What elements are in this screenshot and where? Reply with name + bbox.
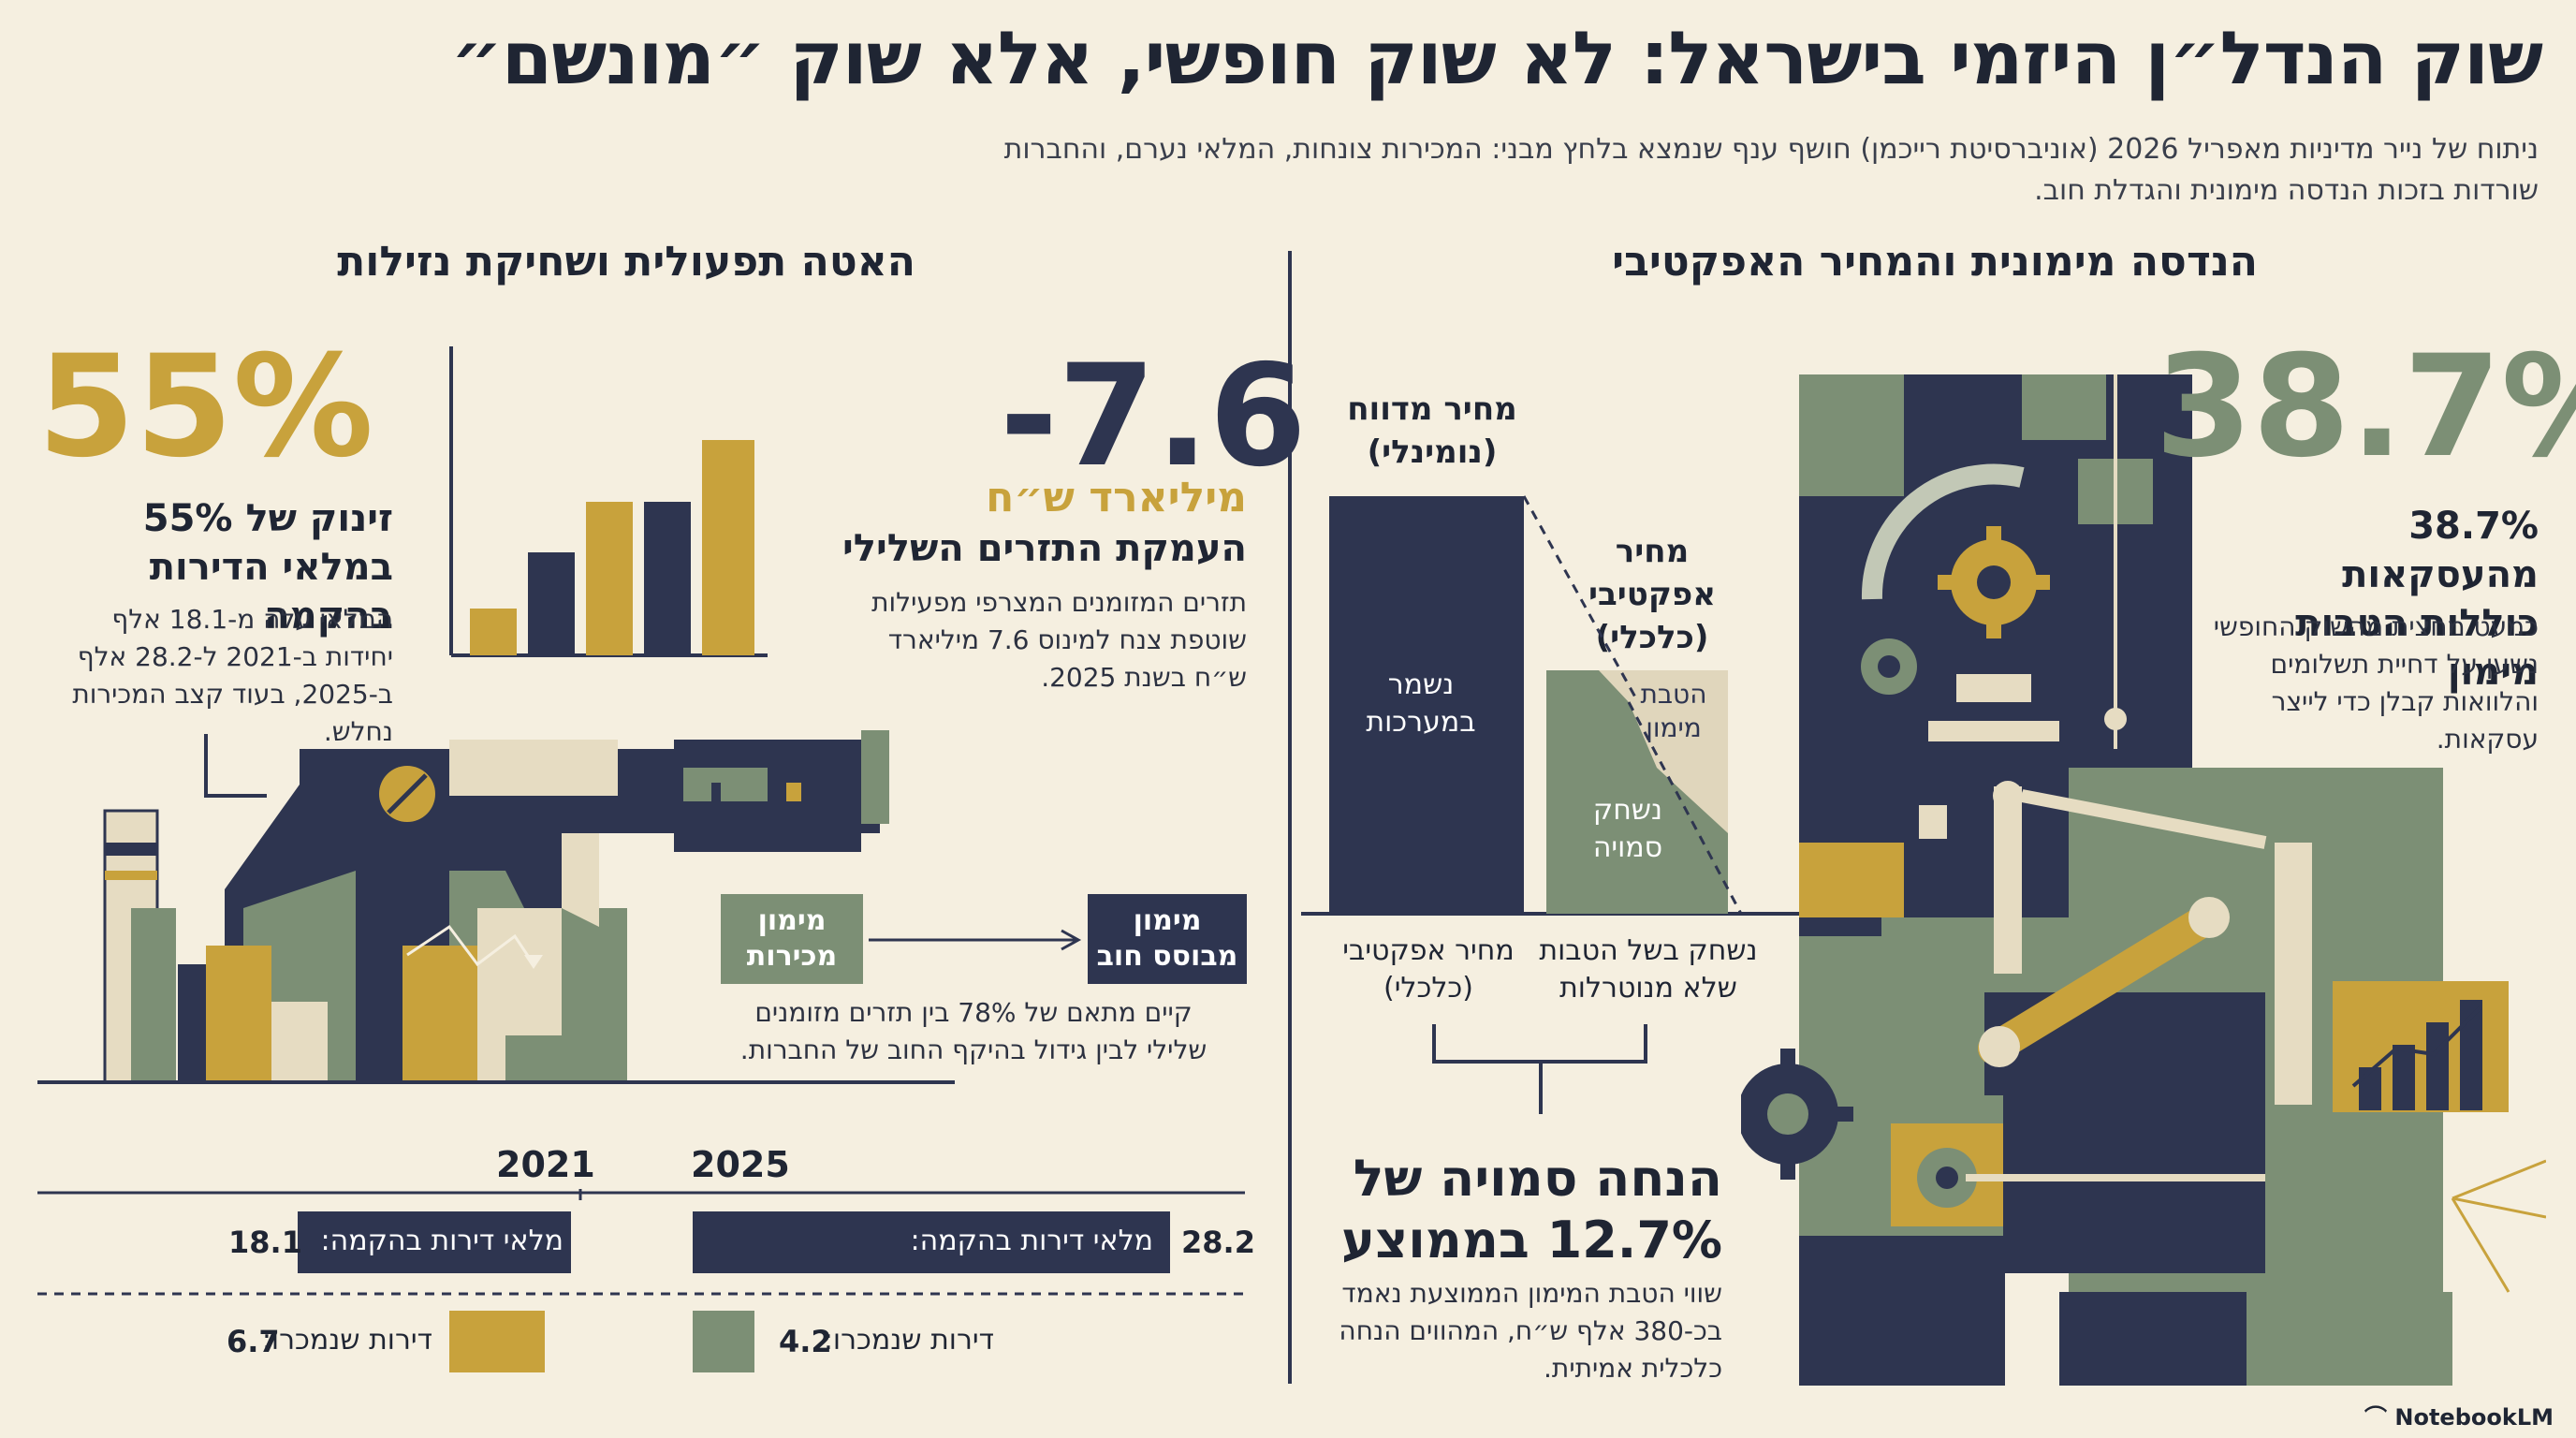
brand-text: NotebookLM (2394, 1404, 2554, 1431)
caption-effective-price: מחיר אפקטיבי (כלכלי) (1342, 934, 1515, 1005)
effective-price-title: מחיר אפקטיבי (כלכלי) (1588, 533, 1716, 656)
bar-sold-2021-value: 6.7 (227, 1324, 280, 1359)
hidden-erosion-label: נשחק סמויה (1592, 794, 1663, 864)
left-section-heading: האטה תפעולית ושחיקת נזילות (337, 238, 915, 286)
year-2025-label: 2025 (691, 1144, 790, 1185)
benefit-slice (1599, 670, 1728, 833)
chart-bar-1 (470, 609, 517, 655)
hidden-discount-label: הנחה סמויה של 12.7% בממוצע (1341, 1149, 1722, 1269)
stat-inventory-label: זינוק של 55% במלאי הדירות בהקמה (142, 497, 393, 638)
stat-inventory-value: 55% (37, 326, 374, 489)
stat-cashflow-label: העמקת התזרים השלילי (842, 527, 1247, 570)
stat-inventory-note: המלאי עלה מ-18.1 אלף יחידות ב-2021 ל-28.… (72, 604, 393, 747)
hidden-discount-note: שווי הטבת המימון הממוצעת נאמד בכ-380 אלף… (1339, 1278, 1722, 1384)
year-2021-label: 2021 (496, 1144, 595, 1185)
page-title: שוק הנדל״ן היזמי בישראל: לא שוק חופשי, א… (450, 17, 2543, 101)
flow-arrow-icon (869, 929, 1082, 951)
stat-benefits-note: כמעט מחצית מהשוק החופשי נשען על דחיית תש… (2213, 611, 2539, 755)
section-divider (1288, 251, 1292, 1384)
comparison-lines (37, 1189, 1245, 1296)
financing-debt-box: מימון מבוסס חוב (1088, 894, 1247, 984)
notebooklm-logo: ⌒ NotebookLM (2364, 1399, 2554, 1431)
bar-sold-2025-value: 4.2 (779, 1324, 832, 1359)
flow-correlation-note: קיים מתאם של 78% בין תזרים מזומנים שלילי… (739, 997, 1208, 1065)
bar-sold-2021 (449, 1311, 545, 1372)
machine-illustration-right (1741, 374, 2546, 1386)
stat-benefits-label: 38.7% מהעסקאות כוללות הטבות מימון (2295, 505, 2539, 694)
gear-icon (1938, 526, 2050, 638)
brand-icon: ⌒ (2364, 1404, 2395, 1431)
chart-bar-2 (528, 552, 575, 655)
stat-cashflow-note: תזרים המזומנים המצרפי מפעילות שוטפת צנח … (871, 587, 1247, 693)
gear-icon-lower (1741, 1049, 1853, 1180)
chart-bar-5 (702, 440, 754, 655)
bar-sold-2025-label: דירות שנמכרו: (823, 1324, 994, 1357)
page-subtitle: ניתוח של נייר מדיניות מאפריל 2026 (אוניב… (1003, 133, 2539, 207)
reported-price-title: מחיר מדווח (נומינלי) (1347, 390, 1517, 471)
machine-illustration-left (37, 346, 955, 1084)
bracket-connector (1432, 1024, 1647, 1114)
bar-sold-2025 (693, 1311, 754, 1372)
stat-cashflow-unit: מיליארד ש״ח (986, 474, 1247, 521)
price-diagram (1301, 495, 1807, 916)
reported-price-bar (1329, 496, 1524, 914)
stat-cashflow-value: -7.6 (1000, 335, 1307, 498)
bar-inventory-2021 (298, 1211, 571, 1273)
bar-inventory-2021-value: 18.1 (228, 1225, 302, 1260)
financing-sales-box: מימון מכירות (721, 894, 863, 984)
system-stays-label: נשמר במערכות (1366, 668, 1476, 739)
caption-erosion: נשחק בשל הטבות שלא מנוטרלות (1539, 934, 1758, 1005)
right-section-heading: הנדסה מימונית והמחיר האפקטיבי (1612, 238, 2258, 286)
bar-inventory-2021-label: מלאי דירות בהקמה: (320, 1225, 564, 1257)
bar-sold-2021-label: דירות שנמכרו: (261, 1324, 432, 1357)
bar-inventory-2025-value: 28.2 (1181, 1225, 1255, 1260)
bar-inventory-2025-label: מלאי דירות בהקמה: (910, 1225, 1153, 1257)
bar-inventory-2025 (693, 1211, 1170, 1273)
benefit-label: הטבת מימון (1640, 679, 1707, 743)
stat-benefits-value: 38.7% (2155, 326, 2576, 489)
